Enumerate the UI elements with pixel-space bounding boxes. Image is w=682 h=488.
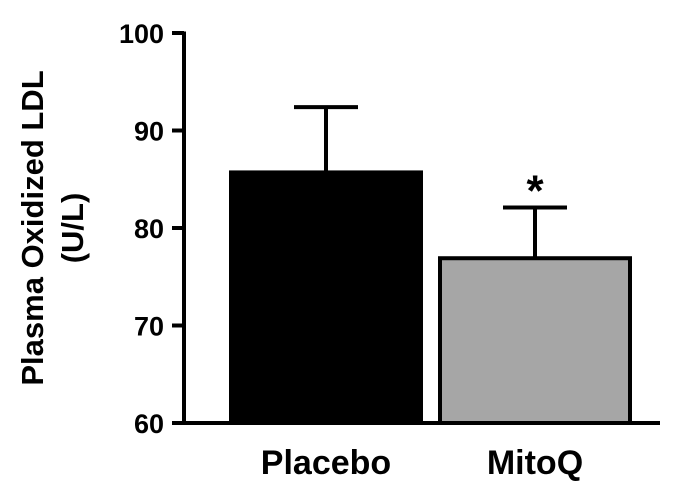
bar-mitoq (438, 256, 632, 425)
bars (229, 170, 632, 425)
x-axis: Placebo MitoQ (182, 421, 660, 482)
bar-placebo (229, 170, 423, 425)
y-axis-title: Plasma Oxidized LDL (U/L) (15, 70, 90, 385)
y-axis-title-text: Plasma Oxidized LDL (U/L) (15, 70, 90, 385)
y-axis-title-line: (U/L) (55, 193, 90, 264)
y-tick-label: 60 (134, 409, 164, 439)
x-tick-label: Placebo (261, 444, 391, 482)
significance-marker: * (526, 167, 544, 216)
annotations: * (526, 167, 544, 216)
y-tick-label: 70 (134, 312, 164, 342)
y-tick-label: 100 (119, 19, 164, 49)
y-tick-label: 80 (134, 214, 164, 244)
y-tick-label: 90 (134, 117, 164, 147)
y-axis: 60 70 80 90 100 (119, 19, 186, 439)
error-bars (294, 105, 567, 259)
x-tick-label: MitoQ (487, 444, 583, 482)
y-axis-title-line: Plasma Oxidized LDL (15, 70, 50, 385)
